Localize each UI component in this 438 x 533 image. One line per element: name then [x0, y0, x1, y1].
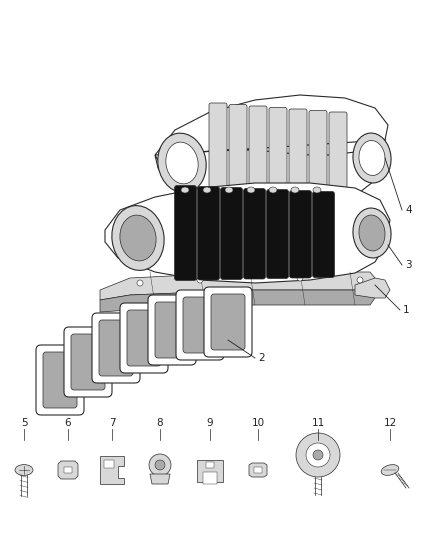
Bar	[197, 460, 223, 482]
FancyBboxPatch shape	[229, 104, 247, 199]
Ellipse shape	[359, 215, 385, 251]
Ellipse shape	[166, 142, 198, 184]
FancyBboxPatch shape	[120, 303, 168, 373]
FancyBboxPatch shape	[290, 190, 311, 278]
FancyBboxPatch shape	[289, 109, 307, 198]
FancyBboxPatch shape	[174, 185, 197, 280]
Circle shape	[137, 280, 143, 286]
FancyBboxPatch shape	[155, 302, 189, 358]
Polygon shape	[105, 183, 390, 283]
Ellipse shape	[353, 208, 391, 258]
Bar	[64, 467, 72, 473]
Polygon shape	[100, 285, 375, 312]
Ellipse shape	[291, 187, 299, 193]
FancyBboxPatch shape	[43, 352, 77, 408]
Ellipse shape	[313, 187, 321, 193]
Circle shape	[197, 277, 203, 283]
Circle shape	[155, 460, 165, 470]
FancyBboxPatch shape	[64, 327, 112, 397]
Text: 4: 4	[405, 205, 412, 215]
Circle shape	[296, 433, 340, 477]
FancyBboxPatch shape	[198, 187, 219, 280]
Text: 2: 2	[258, 353, 265, 363]
Text: 8: 8	[157, 418, 163, 428]
Text: 11: 11	[311, 418, 325, 428]
Bar	[203, 472, 217, 484]
Polygon shape	[100, 272, 375, 300]
Text: 5: 5	[21, 418, 27, 428]
Text: 10: 10	[251, 418, 265, 428]
FancyBboxPatch shape	[309, 110, 327, 198]
FancyBboxPatch shape	[36, 345, 84, 415]
Ellipse shape	[381, 465, 399, 475]
FancyBboxPatch shape	[148, 295, 196, 365]
Ellipse shape	[225, 187, 233, 193]
Polygon shape	[58, 461, 78, 479]
Text: 7: 7	[109, 418, 115, 428]
Text: 9: 9	[207, 418, 213, 428]
Circle shape	[313, 450, 323, 460]
FancyBboxPatch shape	[204, 287, 252, 357]
Ellipse shape	[112, 206, 164, 270]
Text: 12: 12	[383, 418, 397, 428]
Circle shape	[149, 454, 171, 476]
Polygon shape	[155, 95, 388, 205]
FancyBboxPatch shape	[92, 313, 140, 383]
Polygon shape	[150, 474, 170, 484]
Text: 6: 6	[65, 418, 71, 428]
Ellipse shape	[269, 187, 277, 193]
Ellipse shape	[15, 465, 33, 475]
FancyBboxPatch shape	[312, 191, 335, 278]
FancyBboxPatch shape	[244, 189, 265, 279]
FancyBboxPatch shape	[266, 190, 289, 279]
Circle shape	[297, 275, 303, 281]
FancyBboxPatch shape	[71, 334, 105, 390]
Circle shape	[306, 443, 330, 467]
FancyBboxPatch shape	[183, 297, 217, 353]
FancyBboxPatch shape	[209, 103, 227, 200]
FancyBboxPatch shape	[249, 106, 267, 199]
FancyBboxPatch shape	[99, 320, 133, 376]
Text: 3: 3	[405, 260, 412, 270]
Text: 1: 1	[403, 305, 410, 315]
Ellipse shape	[120, 215, 156, 261]
FancyBboxPatch shape	[176, 290, 224, 360]
Bar	[254, 467, 262, 473]
Ellipse shape	[359, 141, 385, 175]
FancyBboxPatch shape	[329, 112, 347, 197]
Ellipse shape	[203, 187, 211, 193]
Ellipse shape	[247, 187, 255, 193]
Ellipse shape	[158, 133, 206, 193]
FancyBboxPatch shape	[127, 310, 161, 366]
Ellipse shape	[181, 187, 189, 193]
Polygon shape	[100, 456, 124, 484]
Polygon shape	[249, 463, 267, 477]
FancyBboxPatch shape	[269, 108, 287, 198]
Bar	[104, 460, 114, 468]
Polygon shape	[355, 278, 390, 298]
Bar	[206, 462, 214, 468]
FancyBboxPatch shape	[220, 188, 243, 279]
Ellipse shape	[353, 133, 391, 183]
FancyBboxPatch shape	[211, 294, 245, 350]
Circle shape	[357, 277, 363, 283]
